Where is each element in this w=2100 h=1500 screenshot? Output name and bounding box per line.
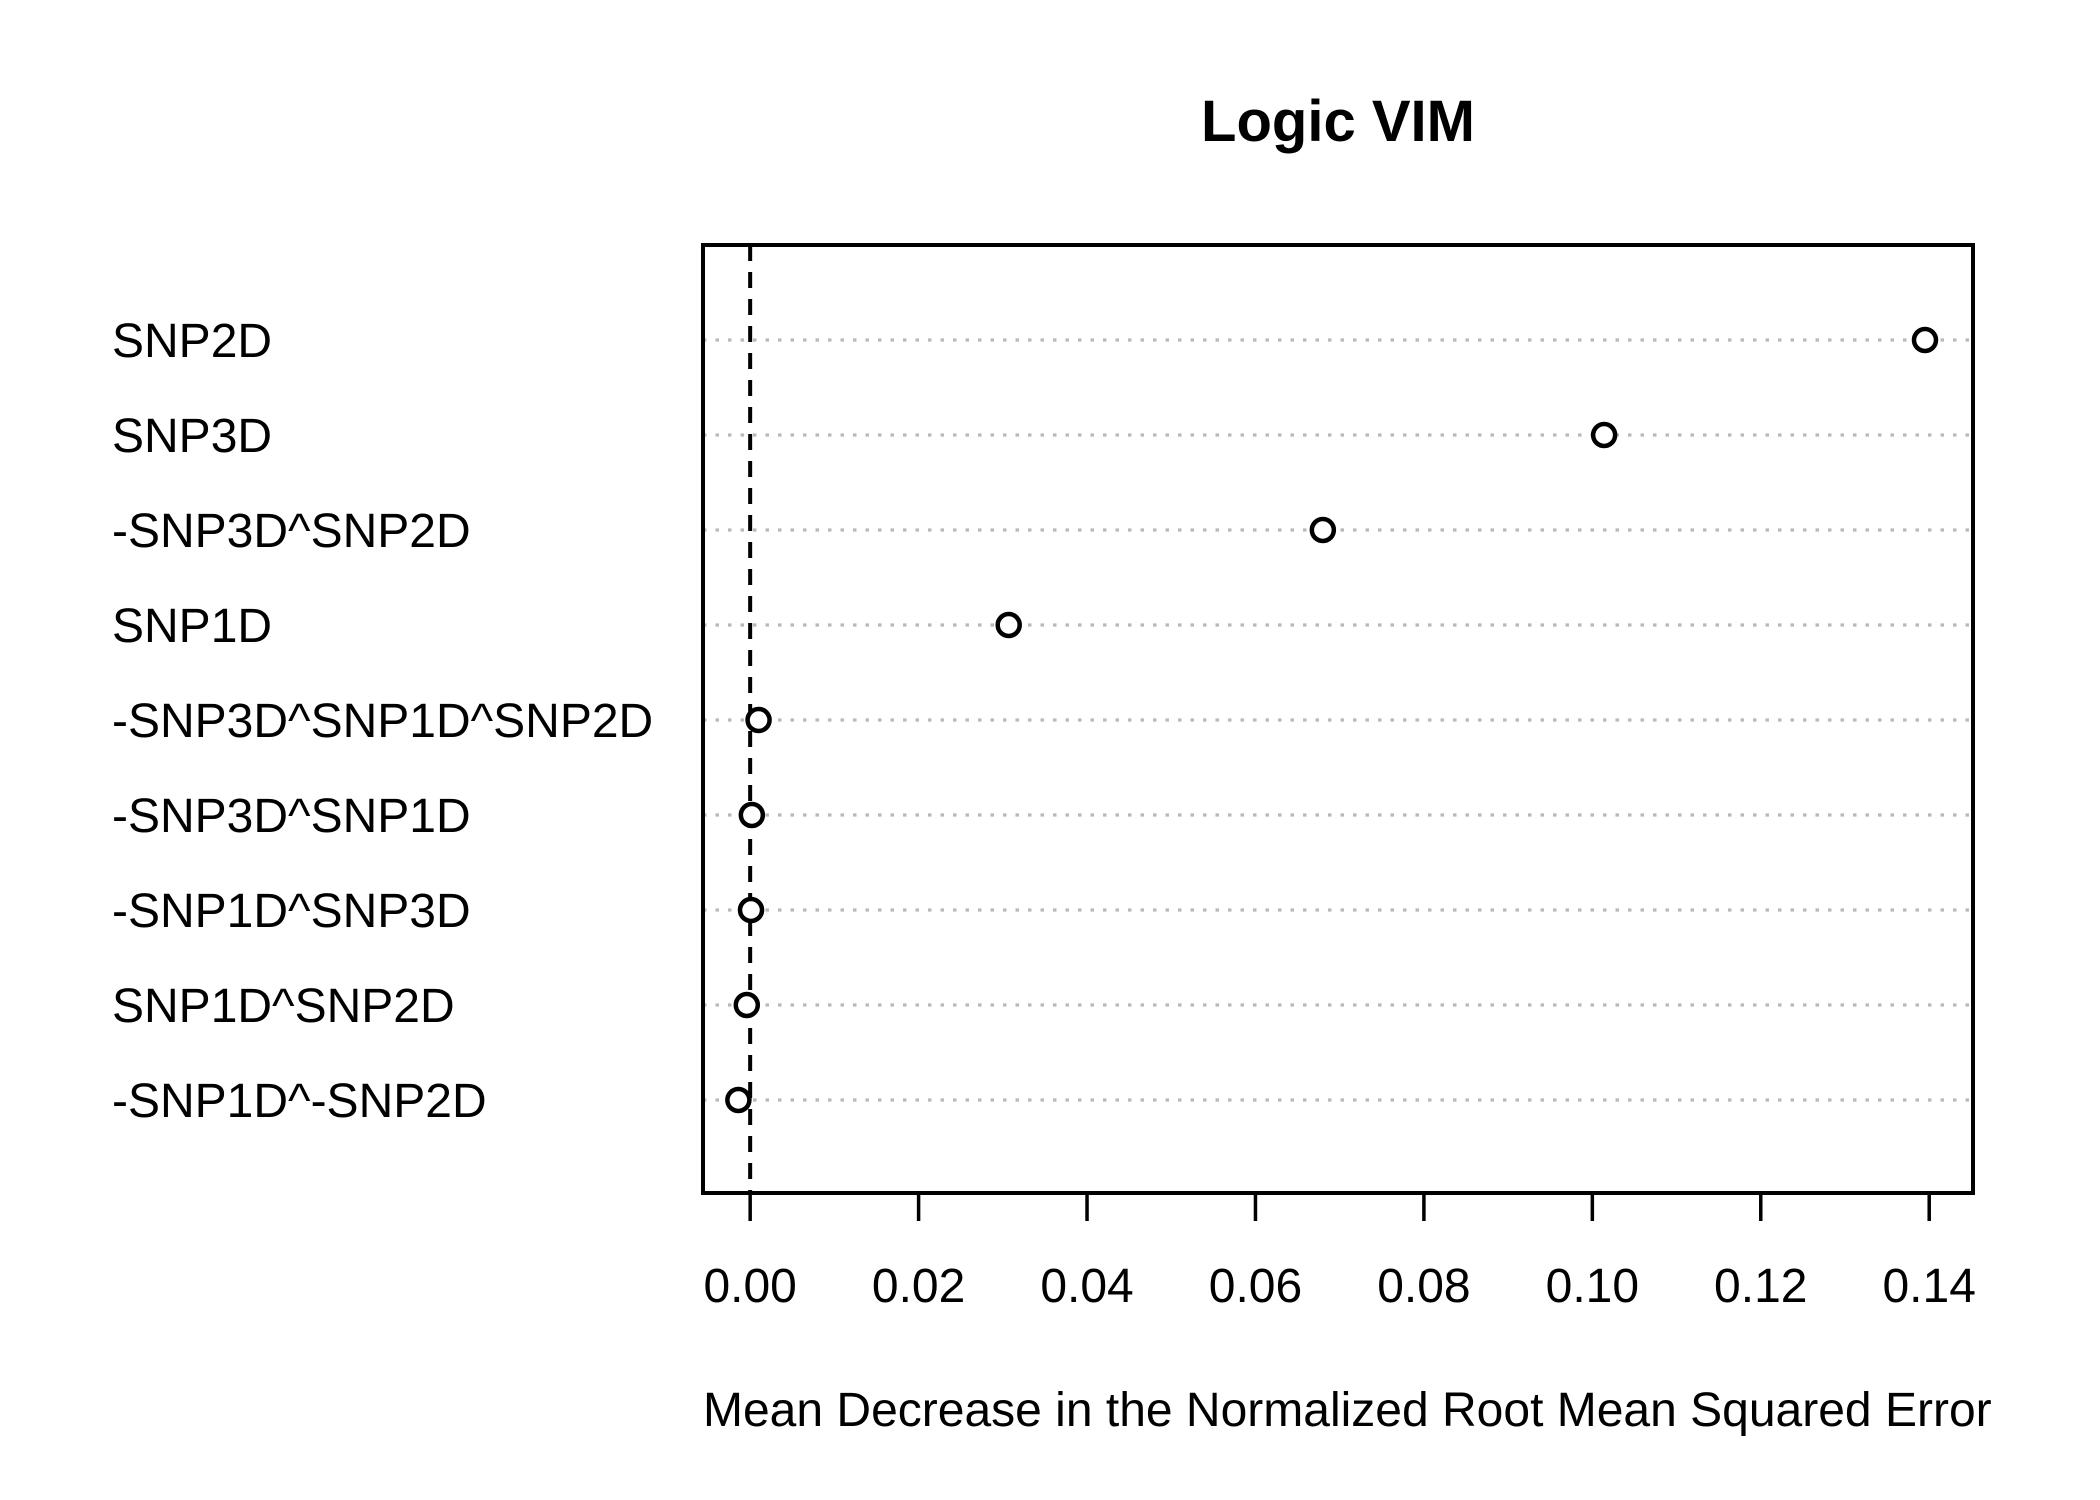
data-point [1309,516,1337,544]
data-point [725,1086,752,1114]
x-tick-label: 0.08 [1377,1260,1470,1313]
x-axis-title: Mean Decrease in the Normalized Root Mea… [703,1384,1992,1437]
data-point [1590,421,1618,449]
y-category-label: -SNP3D^SNP1D [112,790,471,843]
data-point [737,896,765,924]
x-tick-label: 0.10 [1546,1260,1639,1313]
y-category-label: SNP3D [112,410,272,463]
y-category-label: -SNP3D^SNP2D [112,505,471,558]
x-tick-label: 0.00 [703,1260,796,1313]
data-point [1911,326,1939,354]
y-category-label: -SNP1D^SNP3D [112,885,471,938]
y-category-label: -SNP3D^SNP1D^SNP2D [112,695,653,748]
x-tick-label: 0.12 [1714,1260,1807,1313]
data-point [733,991,761,1019]
x-tick-label: 0.04 [1040,1260,1133,1313]
plot-border [701,243,1975,1195]
x-tick-label: 0.14 [1882,1260,1975,1313]
y-category-label: SNP1D [112,600,272,653]
y-category-label: -SNP1D^-SNP2D [112,1075,487,1128]
x-tick-label: 0.02 [872,1260,965,1313]
y-category-label: SNP1D^SNP2D [112,980,455,1033]
data-point [738,801,766,829]
data-point [745,706,772,734]
x-tick-label: 0.06 [1209,1260,1302,1313]
chart-title: Logic VIM [1201,89,1475,154]
data-point [995,611,1022,639]
y-category-label: SNP2D [112,315,272,368]
